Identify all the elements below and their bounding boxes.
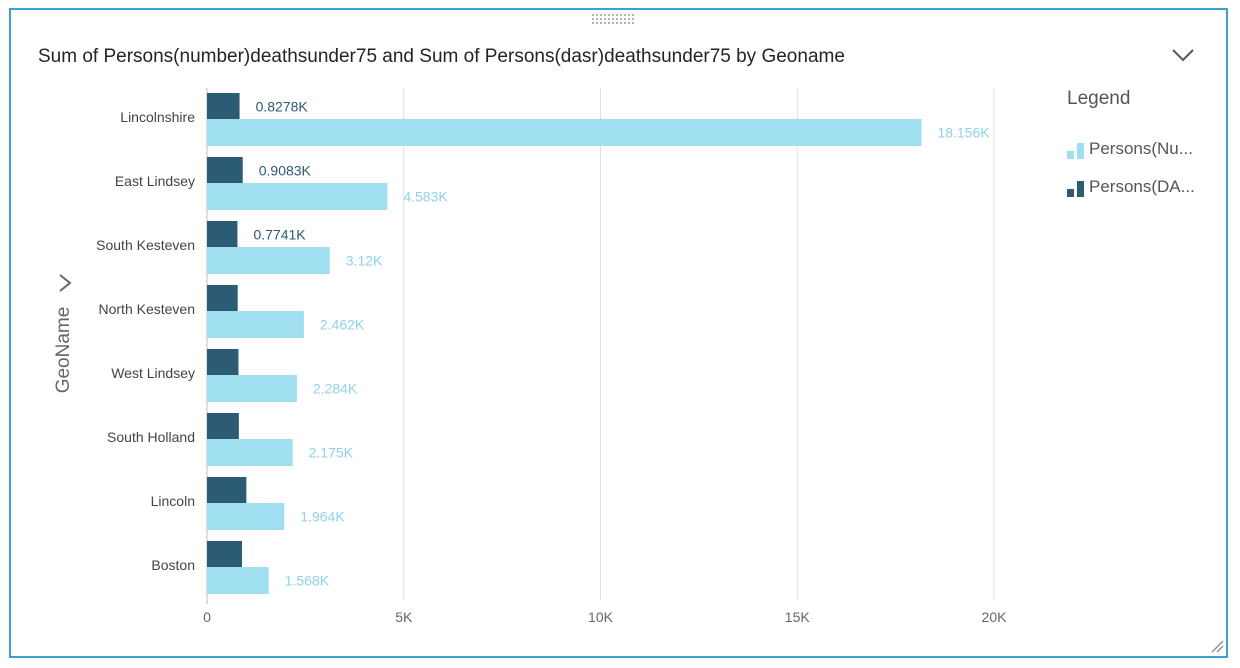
y-category-label: South Kesteven xyxy=(96,237,195,253)
bar-persons-dasr xyxy=(207,157,243,184)
bar-persons-number xyxy=(207,183,387,210)
data-label: 0.7741K xyxy=(253,227,306,243)
resize-grip-icon[interactable] xyxy=(1210,639,1224,653)
bar-persons-number xyxy=(207,375,297,402)
y-category-label: Lincolnshire xyxy=(120,109,195,125)
bar-persons-number xyxy=(207,439,293,466)
x-tick-label: 20K xyxy=(982,609,1008,625)
y-category-label: Lincoln xyxy=(151,493,195,509)
data-label: 1.568K xyxy=(285,573,330,589)
bar-persons-number xyxy=(207,247,330,274)
bar-persons-number xyxy=(207,503,284,530)
bar-persons-number xyxy=(207,567,269,594)
x-tick-label: 5K xyxy=(395,609,413,625)
bar-persons-dasr xyxy=(207,221,237,248)
data-label: 3.12K xyxy=(346,253,383,269)
data-label: 4.583K xyxy=(403,189,448,205)
x-tick-label: 10K xyxy=(588,609,614,625)
y-category-label: Boston xyxy=(151,557,195,573)
bar-persons-dasr xyxy=(207,93,240,120)
x-tick-label: 15K xyxy=(785,609,811,625)
data-label: 2.175K xyxy=(309,445,354,461)
bar-persons-number xyxy=(207,311,304,338)
bar-persons-dasr xyxy=(207,413,239,440)
data-label: 1.964K xyxy=(300,509,345,525)
bar-persons-dasr xyxy=(207,349,238,376)
bar-persons-dasr xyxy=(207,285,238,312)
data-label: 0.9083K xyxy=(259,163,312,179)
data-label: 18.156K xyxy=(937,125,990,141)
y-category-label: West Lindsey xyxy=(111,365,195,381)
bar-persons-number xyxy=(207,119,921,146)
y-category-label: East Lindsey xyxy=(115,173,195,189)
bar-persons-dasr xyxy=(207,477,246,504)
data-label: 0.8278K xyxy=(256,99,309,115)
x-tick-label: 0 xyxy=(203,609,211,625)
data-label: 2.462K xyxy=(320,317,365,333)
bar-persons-dasr xyxy=(207,541,242,568)
y-category-label: North Kesteven xyxy=(99,301,196,317)
data-label: 2.284K xyxy=(313,381,358,397)
y-category-label: South Holland xyxy=(107,429,195,445)
